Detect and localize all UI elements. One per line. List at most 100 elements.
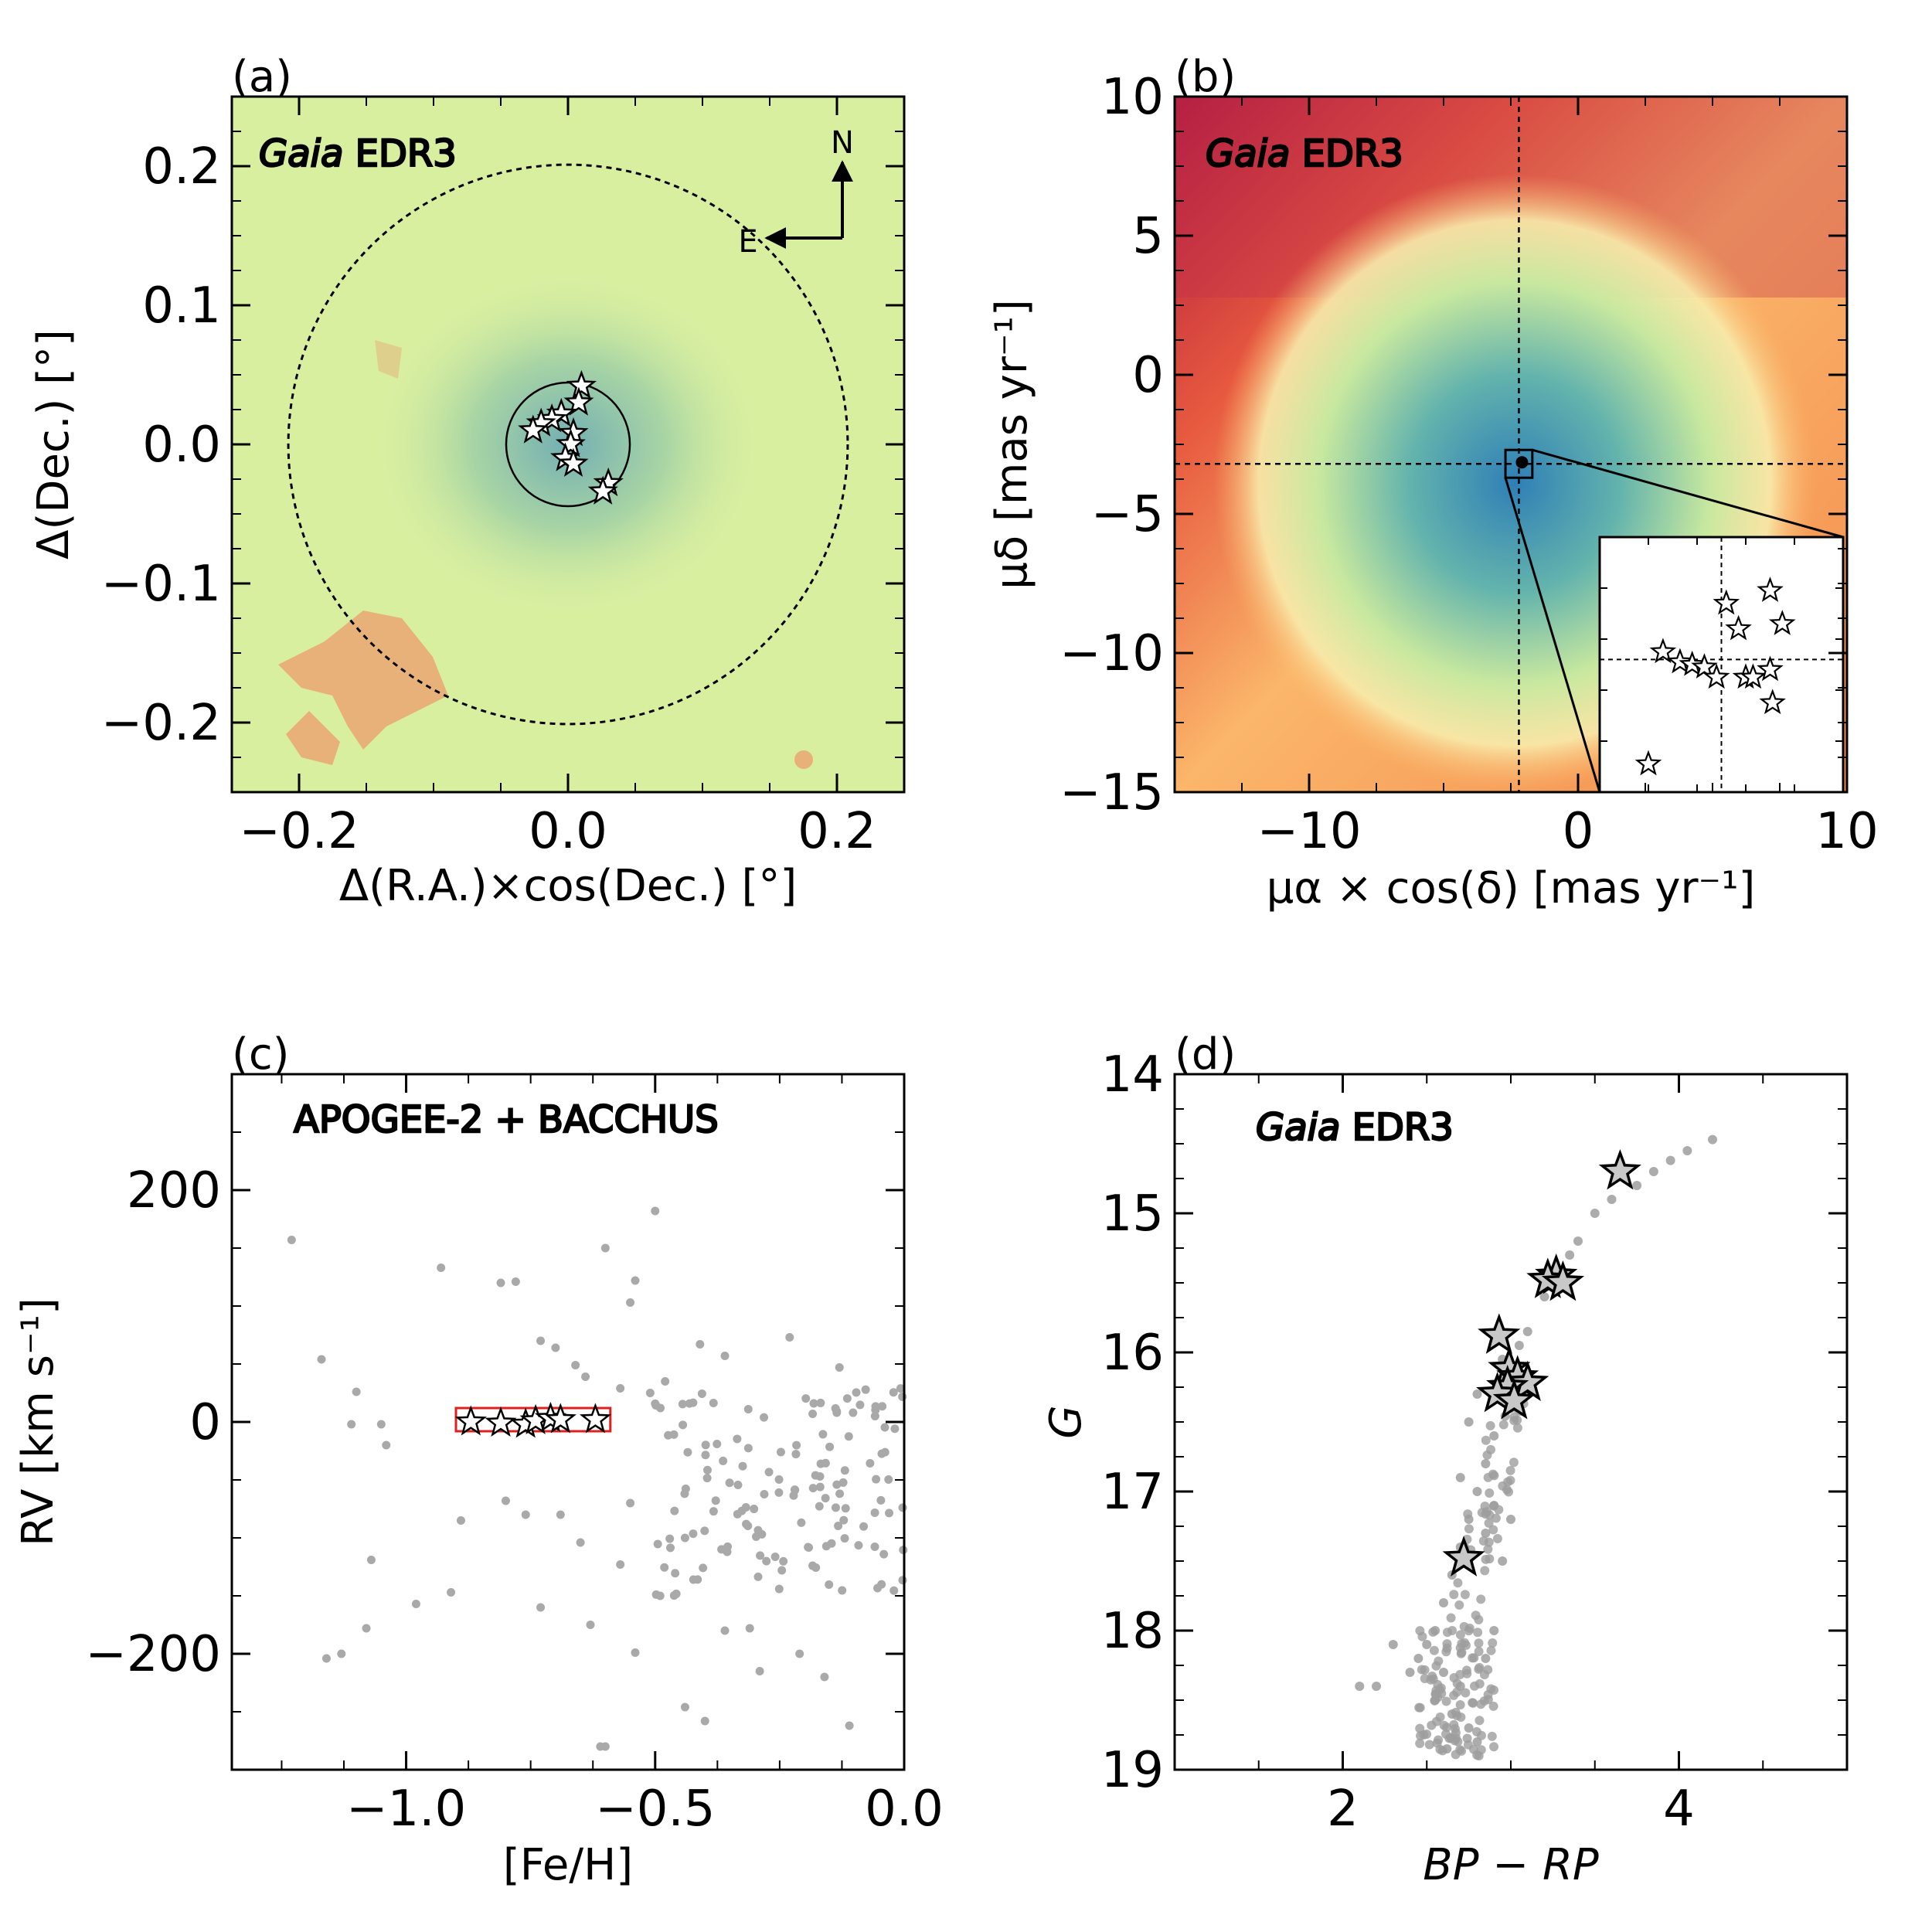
field-star-point	[645, 1389, 655, 1397]
field-star-point	[680, 1702, 689, 1712]
field-star-point	[1505, 1465, 1515, 1475]
field-star-point	[854, 1541, 863, 1550]
field-star-point	[661, 1377, 670, 1386]
field-star-point	[536, 1603, 546, 1612]
x-tick-label: −0.2	[239, 803, 359, 860]
field-star-point	[660, 1563, 669, 1572]
y-tick-label: 0.1	[142, 277, 221, 335]
inset-member-star	[1757, 655, 1784, 682]
field-star-point	[713, 1440, 722, 1449]
x-tick-label: −1.0	[346, 1781, 466, 1838]
y-tick-label: −0.1	[101, 556, 221, 613]
x-tick-label: 0.2	[798, 803, 876, 860]
field-star-point	[1474, 1638, 1484, 1648]
field-star-point	[1431, 1716, 1441, 1726]
field-star-point	[1431, 1661, 1441, 1671]
field-star-point	[576, 1538, 585, 1547]
field-star-point	[1463, 1740, 1473, 1750]
field-star-point	[889, 1586, 899, 1595]
y-tick-label: 200	[127, 1162, 221, 1219]
field-star-point	[586, 1621, 595, 1629]
panel-b-inset	[1598, 536, 1845, 794]
panel-c-field-points	[287, 1206, 908, 1751]
panel-d-ticks: 2 4 14 15 16 17 18 19	[1101, 1046, 1848, 1838]
field-star-point	[501, 1496, 510, 1505]
field-star-point	[720, 1352, 730, 1360]
field-star-point	[1449, 1590, 1459, 1600]
x-tick-label: 2	[1327, 1781, 1359, 1838]
field-star-point	[1415, 1739, 1425, 1749]
field-star-point	[1432, 1738, 1442, 1748]
field-star-point	[1464, 1624, 1475, 1634]
field-star-point	[876, 1495, 886, 1505]
field-star-point	[1472, 1487, 1482, 1496]
field-star-point	[1424, 1740, 1434, 1750]
field-star-point	[815, 1482, 825, 1492]
field-star-point	[1480, 1566, 1490, 1576]
field-star-point	[317, 1355, 326, 1364]
panel-c-member-stars	[454, 1401, 612, 1438]
member-star	[1541, 1260, 1585, 1301]
field-star-point	[1512, 1423, 1522, 1433]
field-star-point	[816, 1459, 825, 1468]
field-star-point	[556, 1510, 565, 1519]
field-star-point	[1420, 1665, 1430, 1675]
field-star-point	[774, 1475, 784, 1485]
field-star-point	[742, 1519, 751, 1529]
field-star-point	[1454, 1600, 1464, 1610]
field-star-point	[797, 1518, 806, 1527]
member-star	[485, 1406, 517, 1437]
field-star-point	[1439, 1598, 1448, 1607]
panel-c-ticks: −1.0 −0.5 0.0 −200 0 200	[85, 1073, 944, 1838]
field-star-point	[1462, 1668, 1472, 1679]
field-star-point	[669, 1430, 679, 1439]
x-tick-label: 0.0	[865, 1781, 944, 1838]
field-star-point	[870, 1508, 879, 1517]
field-star-point	[840, 1466, 849, 1475]
field-star-point	[702, 1474, 712, 1483]
panel-d-annotation-rest: EDR3	[1340, 1106, 1453, 1149]
field-star-point	[832, 1480, 842, 1489]
field-star-point	[878, 1402, 887, 1411]
field-star-point	[1472, 1389, 1482, 1399]
panel-a-field-patches	[278, 340, 813, 769]
field-star-point	[1355, 1682, 1365, 1691]
field-star-point	[1449, 1719, 1459, 1730]
field-star-point	[774, 1488, 784, 1497]
field-star-point	[1475, 1662, 1485, 1672]
field-star-point	[840, 1534, 849, 1543]
field-star-point	[1442, 1628, 1452, 1638]
field-star-point	[1446, 1613, 1456, 1623]
field-star-point	[1456, 1713, 1466, 1723]
field-star-point	[376, 1420, 386, 1429]
panel-b-annotation-italic: Gaia	[1206, 132, 1290, 175]
panel-b-zoom-connector-top	[1532, 448, 1844, 539]
field-star-point	[1439, 1668, 1448, 1677]
field-star-point	[818, 1430, 828, 1439]
field-star-point	[838, 1586, 847, 1595]
field-star-point	[870, 1543, 879, 1552]
field-star-point	[1487, 1731, 1497, 1741]
field-star-point	[1481, 1529, 1491, 1538]
field-star-point	[1590, 1209, 1600, 1218]
panel-b-inset-ticks	[1600, 537, 1843, 792]
field-star-point	[447, 1588, 456, 1597]
y-tick-label: 17	[1101, 1464, 1164, 1521]
member-star	[558, 447, 589, 477]
field-star-point	[1455, 1699, 1465, 1709]
member-star	[1506, 1360, 1549, 1402]
field-star-point	[1489, 1431, 1499, 1440]
field-star-point	[751, 1532, 760, 1541]
field-star-point	[1473, 1628, 1483, 1638]
field-star-point	[815, 1472, 825, 1481]
field-star-point	[725, 1478, 734, 1488]
field-star-point	[890, 1424, 900, 1434]
field-star-point	[1481, 1435, 1491, 1445]
panel-d-ylabel: G	[1041, 1405, 1091, 1438]
member-star	[555, 428, 586, 457]
field-star-point	[760, 1413, 769, 1422]
field-star-point	[842, 1394, 852, 1403]
field-star-point	[1665, 1155, 1675, 1165]
panel-d: Gaia EDR3 2 4 14 15 16 17 18 19 (d) BP − RP G	[1041, 1029, 1849, 1890]
field-star-point	[671, 1569, 680, 1578]
